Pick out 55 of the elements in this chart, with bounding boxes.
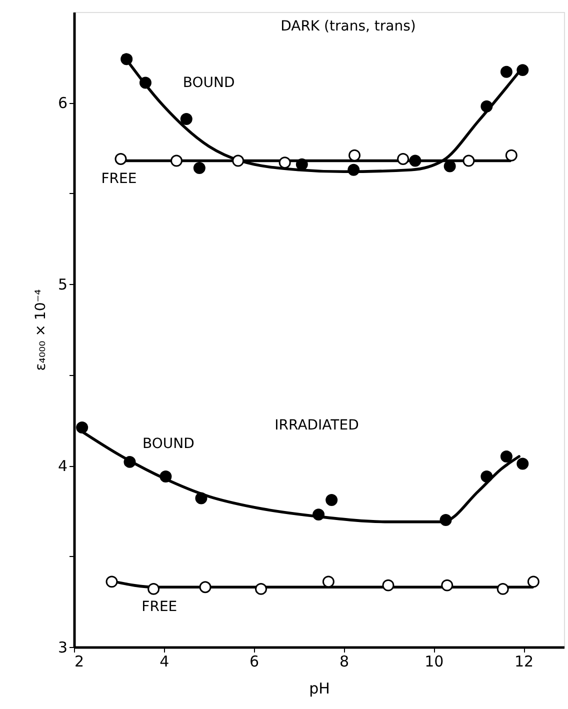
x-tick-label: 12 bbox=[514, 652, 534, 670]
point bbox=[312, 508, 325, 521]
point bbox=[496, 582, 509, 595]
point bbox=[397, 152, 410, 165]
point bbox=[124, 456, 136, 468]
point bbox=[480, 100, 493, 112]
point bbox=[440, 514, 452, 526]
point bbox=[348, 149, 361, 162]
annotation: FREE bbox=[142, 599, 178, 616]
point bbox=[462, 154, 475, 167]
y-tick-label: 3 bbox=[58, 638, 68, 656]
point bbox=[160, 470, 172, 482]
point bbox=[382, 579, 394, 592]
point bbox=[516, 64, 529, 76]
y-tick-label: 5 bbox=[58, 276, 68, 294]
x-tick-label: 6 bbox=[250, 652, 260, 670]
point bbox=[348, 164, 360, 176]
point bbox=[441, 579, 454, 592]
point bbox=[296, 158, 308, 170]
point bbox=[500, 66, 512, 78]
point bbox=[114, 152, 127, 165]
x-tick-label: 4 bbox=[160, 652, 170, 670]
y-axis-title: ε₄₀₀₀ × 10⁻⁴ bbox=[32, 288, 49, 371]
point bbox=[516, 458, 529, 470]
point bbox=[278, 156, 291, 169]
y-tick-label: 6 bbox=[58, 94, 68, 112]
point bbox=[148, 582, 160, 595]
point bbox=[480, 470, 493, 482]
x-tick-label: 10 bbox=[424, 652, 444, 670]
point bbox=[120, 53, 133, 66]
point bbox=[199, 581, 212, 594]
point bbox=[326, 494, 338, 506]
point bbox=[232, 154, 244, 167]
y-tick-label: 4 bbox=[58, 457, 68, 476]
point bbox=[76, 421, 88, 434]
annotation: DARK (trans, trans) bbox=[280, 18, 416, 35]
annotation: FREE bbox=[101, 170, 137, 187]
point bbox=[193, 162, 206, 174]
point bbox=[195, 492, 208, 504]
point bbox=[409, 154, 422, 167]
point bbox=[527, 576, 540, 588]
annotation: BOUND bbox=[142, 436, 194, 452]
point bbox=[180, 113, 192, 126]
annotation: IRRADIATED bbox=[274, 418, 359, 434]
point bbox=[139, 76, 152, 89]
x-axis-title: pH bbox=[309, 680, 330, 698]
x-tick-label: 8 bbox=[339, 652, 349, 670]
point bbox=[170, 154, 182, 167]
x-tick-label: 2 bbox=[74, 652, 84, 670]
point bbox=[500, 450, 512, 462]
point bbox=[255, 582, 268, 595]
point bbox=[106, 576, 118, 588]
point bbox=[505, 149, 518, 162]
annotation: BOUND bbox=[182, 74, 235, 91]
point bbox=[322, 576, 334, 588]
